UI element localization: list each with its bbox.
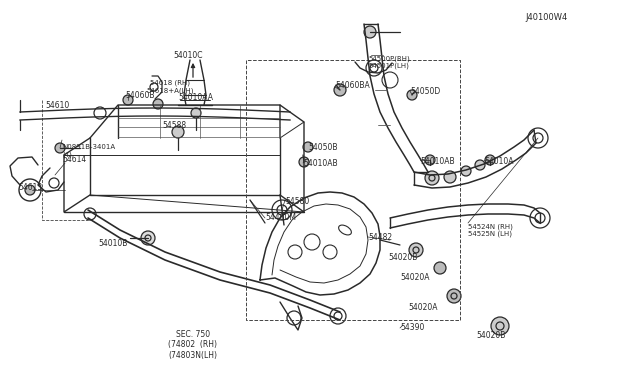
Text: 54500P(RH)
54501P(LH): 54500P(RH) 54501P(LH) bbox=[368, 55, 410, 69]
Text: 54050B: 54050B bbox=[308, 142, 337, 151]
Text: 54010A: 54010A bbox=[484, 157, 513, 166]
Text: 54390: 54390 bbox=[400, 324, 424, 333]
Circle shape bbox=[299, 157, 309, 167]
Text: 54010AB: 54010AB bbox=[303, 158, 338, 167]
Text: 54010B: 54010B bbox=[99, 238, 128, 247]
Circle shape bbox=[364, 26, 376, 38]
Circle shape bbox=[407, 90, 417, 100]
Circle shape bbox=[334, 84, 346, 96]
Text: 54588: 54588 bbox=[162, 121, 186, 129]
Circle shape bbox=[491, 317, 509, 335]
Text: 54010C: 54010C bbox=[173, 51, 203, 60]
Circle shape bbox=[55, 143, 65, 153]
Circle shape bbox=[444, 171, 456, 183]
Circle shape bbox=[475, 160, 485, 170]
Text: 54060BA: 54060BA bbox=[335, 80, 370, 90]
Circle shape bbox=[425, 155, 435, 165]
Text: 54524N (RH)
54525N (LH): 54524N (RH) 54525N (LH) bbox=[468, 223, 513, 237]
Text: 54614: 54614 bbox=[62, 155, 86, 164]
Circle shape bbox=[191, 108, 201, 118]
Text: 54010AB: 54010AB bbox=[420, 157, 454, 166]
Text: 54610: 54610 bbox=[45, 102, 69, 110]
Text: 54010AA: 54010AA bbox=[179, 93, 214, 103]
Text: 54020B: 54020B bbox=[476, 330, 506, 340]
Text: 54020B: 54020B bbox=[388, 253, 417, 263]
Circle shape bbox=[447, 289, 461, 303]
Text: SEC. 750
(74802  (RH)
(74803N(LH): SEC. 750 (74802 (RH) (74803N(LH) bbox=[168, 330, 218, 360]
Circle shape bbox=[485, 155, 495, 165]
Circle shape bbox=[153, 99, 163, 109]
Text: 54580: 54580 bbox=[285, 196, 309, 205]
Text: N0891B-3401A
(4): N0891B-3401A (4) bbox=[62, 144, 115, 157]
Circle shape bbox=[25, 185, 35, 195]
Circle shape bbox=[123, 95, 133, 105]
Text: 54400M: 54400M bbox=[265, 214, 296, 222]
Text: 54050D: 54050D bbox=[410, 87, 440, 96]
Text: J40100W4: J40100W4 bbox=[525, 13, 567, 22]
Circle shape bbox=[434, 262, 446, 274]
Text: 54482: 54482 bbox=[368, 232, 392, 241]
Circle shape bbox=[303, 142, 313, 152]
Circle shape bbox=[461, 166, 471, 176]
Circle shape bbox=[141, 231, 155, 245]
Text: 54613: 54613 bbox=[18, 183, 42, 192]
Circle shape bbox=[425, 171, 439, 185]
Circle shape bbox=[172, 126, 184, 138]
Text: 54020A: 54020A bbox=[400, 273, 429, 282]
Text: 54020A: 54020A bbox=[408, 302, 438, 311]
Text: 54060B: 54060B bbox=[125, 92, 154, 100]
Circle shape bbox=[409, 243, 423, 257]
Text: 54618 (RH)
54618+A(LH): 54618 (RH) 54618+A(LH) bbox=[147, 80, 194, 94]
